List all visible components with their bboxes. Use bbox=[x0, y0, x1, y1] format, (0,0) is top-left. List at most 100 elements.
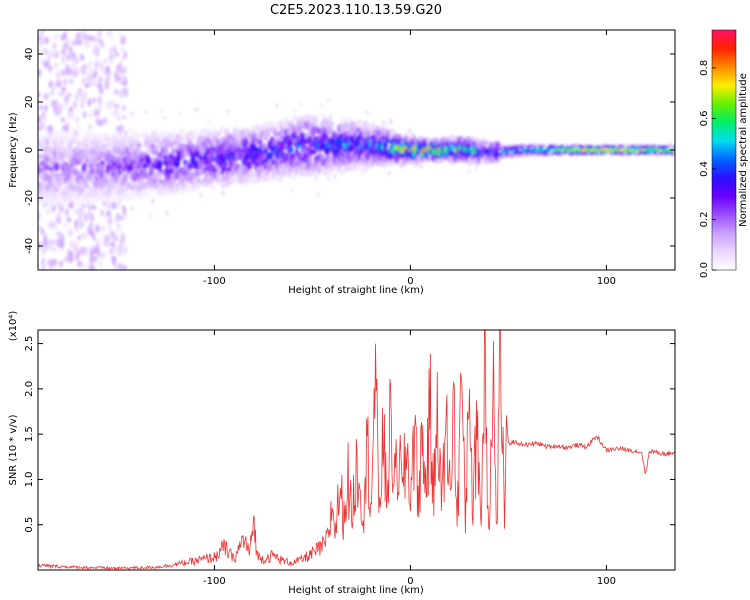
spectrogram-cell bbox=[102, 58, 108, 64]
spectrogram-cell bbox=[71, 51, 75, 60]
spectrogram-cell bbox=[319, 154, 326, 161]
spectrogram-cell bbox=[329, 114, 333, 119]
spectrogram-cell bbox=[197, 144, 202, 152]
spectrogram-cell bbox=[122, 264, 127, 270]
spectrogram-cell bbox=[69, 147, 73, 156]
spectrogram-cell bbox=[105, 201, 112, 210]
spectrogram-cell bbox=[117, 198, 122, 204]
spectrogram-cell bbox=[109, 240, 116, 249]
spectrogram-y-tick-label: 0 bbox=[24, 147, 35, 153]
spectrogram-cell bbox=[546, 153, 550, 157]
spectrogram-cell bbox=[512, 154, 516, 158]
spectrogram-cell bbox=[270, 121, 276, 128]
spectrogram-cell bbox=[523, 143, 527, 148]
spectrogram-cell bbox=[58, 259, 64, 267]
spectrogram-cell bbox=[115, 69, 121, 76]
spectrogram-cell bbox=[145, 157, 152, 164]
spectrogram-cell bbox=[384, 140, 389, 150]
spectrogram-cell bbox=[556, 145, 560, 150]
spectrogram-cell bbox=[84, 197, 89, 206]
spectrogram-cell bbox=[262, 122, 268, 131]
spectrogram-cell bbox=[159, 109, 163, 114]
spectrogram-cell bbox=[80, 68, 87, 76]
spectrogram-cell bbox=[559, 153, 563, 157]
spectrogram-panel: -100 0 100 -40 -20 0 20 40 Height of straight … bbox=[8, 29, 676, 296]
spectrogram-cell bbox=[516, 147, 520, 151]
snr-x-tick-label: 0 bbox=[407, 576, 413, 587]
spectrogram-cell bbox=[364, 167, 368, 172]
spectrogram-cell bbox=[361, 169, 365, 175]
spectrogram-cell bbox=[41, 264, 46, 270]
spectrogram-cell bbox=[50, 82, 56, 92]
spectrogram-cell bbox=[105, 210, 112, 217]
spectrogram-cell bbox=[45, 208, 52, 215]
spectrogram-cell bbox=[382, 121, 386, 126]
spectrogram-cell bbox=[194, 107, 198, 112]
spectrogram-cell bbox=[64, 163, 71, 173]
spectrogram-cell bbox=[46, 49, 53, 56]
snr-y-tick-label: 2.0 bbox=[24, 381, 35, 397]
spectrogram-y-tick-label: -40 bbox=[24, 238, 35, 254]
spectrogram-cell bbox=[43, 172, 49, 178]
spectrogram-cell bbox=[158, 172, 162, 178]
spectrogram-cell bbox=[122, 114, 127, 120]
spectrogram-cell bbox=[101, 224, 105, 233]
spectrogram-cell bbox=[229, 176, 236, 185]
colorbar-tick-label: 0.4 bbox=[699, 161, 710, 177]
spectrogram-cell bbox=[192, 129, 199, 136]
spectrogram-cell bbox=[88, 112, 93, 119]
spectrogram-cell bbox=[141, 192, 147, 198]
spectrogram-cell bbox=[312, 116, 319, 124]
spectrogram-cell bbox=[56, 61, 60, 71]
spectrogram-cell bbox=[43, 162, 47, 171]
spectrogram-cell bbox=[555, 143, 559, 147]
spectrogram-cell bbox=[173, 155, 178, 162]
figure-title: C2E5.2023.110.13.59.G20 bbox=[270, 3, 442, 18]
spectrogram-cell bbox=[145, 186, 150, 192]
spectrogram-cell bbox=[170, 141, 174, 148]
spectrogram-cell bbox=[193, 144, 198, 151]
spectrogram-cell bbox=[70, 59, 76, 68]
spectrogram-cell bbox=[107, 216, 113, 226]
spectrogram-cell bbox=[134, 155, 139, 164]
spectrogram-cell bbox=[108, 248, 114, 256]
snr-y-tick-label: 0.5 bbox=[24, 517, 35, 533]
spectrogram-cell bbox=[617, 148, 621, 152]
spectrogram-cell bbox=[201, 183, 209, 188]
spectrogram-cell bbox=[542, 144, 546, 148]
snr-x-ticks: -100 0 100 bbox=[203, 330, 616, 587]
spectrogram-cell bbox=[104, 81, 110, 90]
spectrogram-cell bbox=[289, 187, 293, 193]
spectrogram-cell bbox=[112, 232, 116, 240]
spectrogram-cell bbox=[88, 35, 94, 42]
spectrogram-cell bbox=[82, 111, 88, 119]
spectrogram-cell bbox=[84, 82, 90, 88]
spectrogram-cell bbox=[288, 146, 294, 154]
spectrogram-cell bbox=[623, 153, 627, 157]
spectrogram-cell bbox=[105, 32, 110, 39]
spectrogram-cell bbox=[78, 216, 82, 223]
spectrogram-cell bbox=[109, 184, 115, 190]
spectrogram-cell bbox=[118, 162, 123, 170]
spectrogram-cell bbox=[235, 131, 241, 141]
spectrogram-y-ticks: -40 -20 0 20 40 bbox=[24, 48, 675, 254]
spectrogram-cell bbox=[100, 208, 104, 217]
spectrogram-cell bbox=[44, 183, 51, 192]
spectrogram-cell bbox=[61, 86, 66, 92]
spectrogram-cell bbox=[38, 68, 42, 77]
snr-frame bbox=[37, 329, 676, 571]
spectrogram-cell bbox=[654, 144, 657, 148]
spectrogram-cell bbox=[118, 127, 123, 136]
spectrogram-cell bbox=[98, 76, 103, 84]
spectrogram-cell bbox=[178, 135, 185, 144]
spectrogram-cell bbox=[66, 216, 72, 223]
spectrogram-cell bbox=[526, 144, 530, 148]
spectrogram-cell bbox=[82, 262, 87, 270]
spectrogram-cell bbox=[85, 144, 90, 150]
spectrogram-cell bbox=[51, 258, 58, 267]
spectrogram-cell bbox=[178, 129, 185, 137]
spectrogram-cell bbox=[501, 143, 504, 148]
spectrogram-cell bbox=[77, 235, 82, 241]
spectrogram-cell bbox=[65, 37, 71, 46]
